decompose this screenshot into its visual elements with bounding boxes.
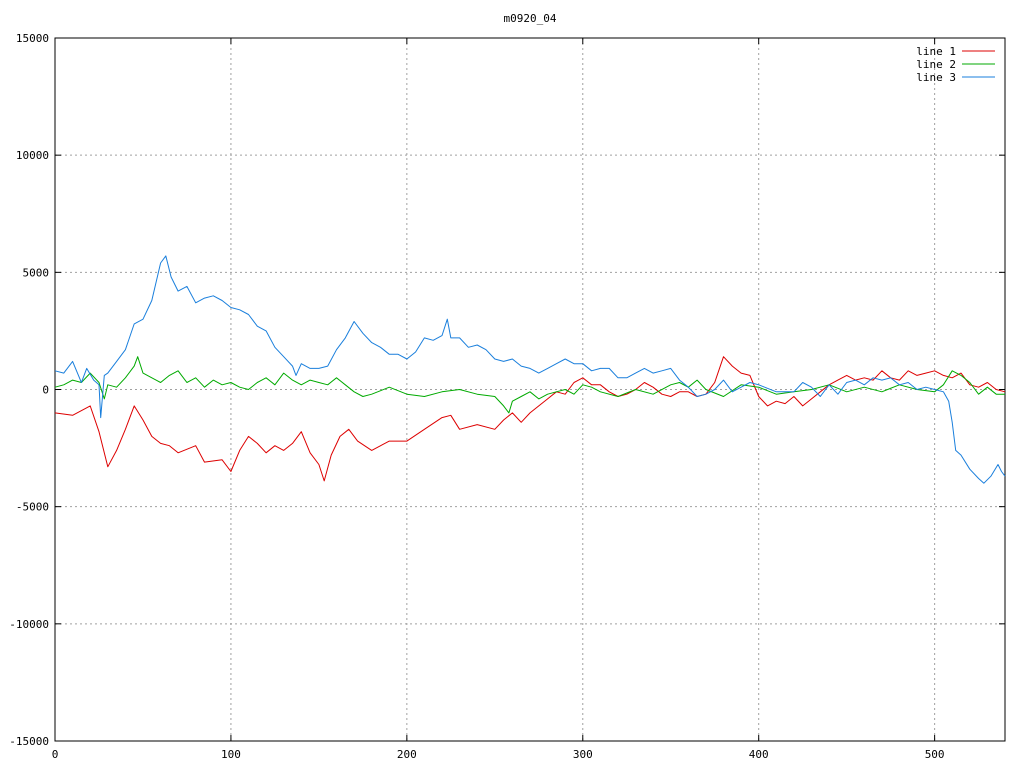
x-tick-label: 200: [397, 748, 417, 761]
series-line-2: [54, 356, 1005, 414]
y-tick-label: 5000: [23, 266, 50, 279]
axis-ticks: -15000 -10000 -5000 0 5000 10000 15000 0 100 200 3…: [9, 32, 1005, 761]
series-line-1: [54, 356, 1006, 482]
legend-label: line 2: [916, 58, 956, 71]
y-tick-label: 15000: [16, 32, 49, 45]
x-tick-label: 0: [52, 748, 59, 761]
grid: [55, 38, 1005, 741]
x-tick-label: 100: [221, 748, 241, 761]
y-tick-label: 0: [42, 384, 49, 397]
y-tick-label: -10000: [9, 618, 49, 631]
x-tick-label: 300: [573, 748, 593, 761]
x-tick-label: 400: [749, 748, 769, 761]
chart-title: m0920_04: [504, 12, 557, 25]
legend-label: line 1: [916, 45, 956, 58]
series-line-3: [54, 255, 1006, 484]
y-tick-label: -15000: [9, 735, 49, 748]
series-layer: [54, 255, 1006, 484]
y-tick-label: -5000: [16, 501, 49, 514]
legend-label: line 3: [916, 71, 956, 84]
x-tick-label: 500: [925, 748, 945, 761]
y-tick-label: 10000: [16, 149, 49, 162]
